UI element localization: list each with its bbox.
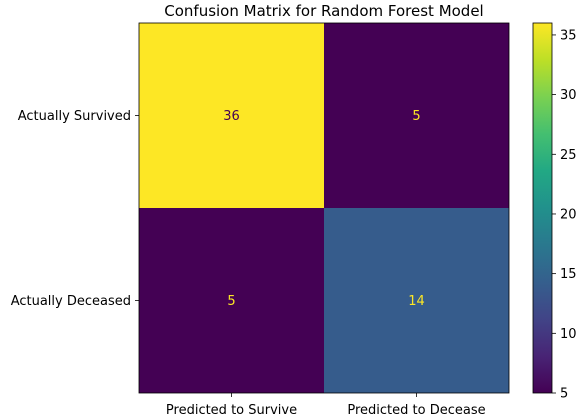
- colorbar-tick-label: 15: [560, 267, 577, 282]
- x-axis-ticks: Predicted to Survive Predicted to Decease: [166, 393, 486, 417]
- colorbar-tick-label: 25: [560, 148, 577, 163]
- matrix-cells: [139, 23, 509, 393]
- y-tick-label: Actually Deceased: [11, 294, 131, 309]
- y-tick-label: Actually Survived: [18, 109, 131, 124]
- colorbar-tick-label: 10: [560, 327, 577, 342]
- x-tick-label: Predicted to Survive: [166, 403, 297, 417]
- cell-value-label: 5: [227, 294, 235, 309]
- x-tick-label: Predicted to Decease: [347, 403, 485, 417]
- y-axis-ticks: Actually Survived Actually Deceased: [11, 109, 139, 309]
- chart-title: Confusion Matrix for Random Forest Model: [164, 2, 483, 20]
- cell-value-label: 5: [412, 109, 420, 124]
- colorbar-tick-label: 35: [560, 28, 577, 43]
- colorbar-tick-label: 5: [560, 387, 568, 402]
- colorbar-ticks: 5 10 15 20 25 30 35: [552, 28, 577, 401]
- colorbar-tick-label: 30: [560, 88, 577, 103]
- colorbar: [533, 23, 552, 393]
- colorbar-tick-label: 20: [560, 207, 577, 222]
- cell-value-label: 36: [223, 109, 240, 124]
- cell-value-label: 14: [408, 294, 425, 309]
